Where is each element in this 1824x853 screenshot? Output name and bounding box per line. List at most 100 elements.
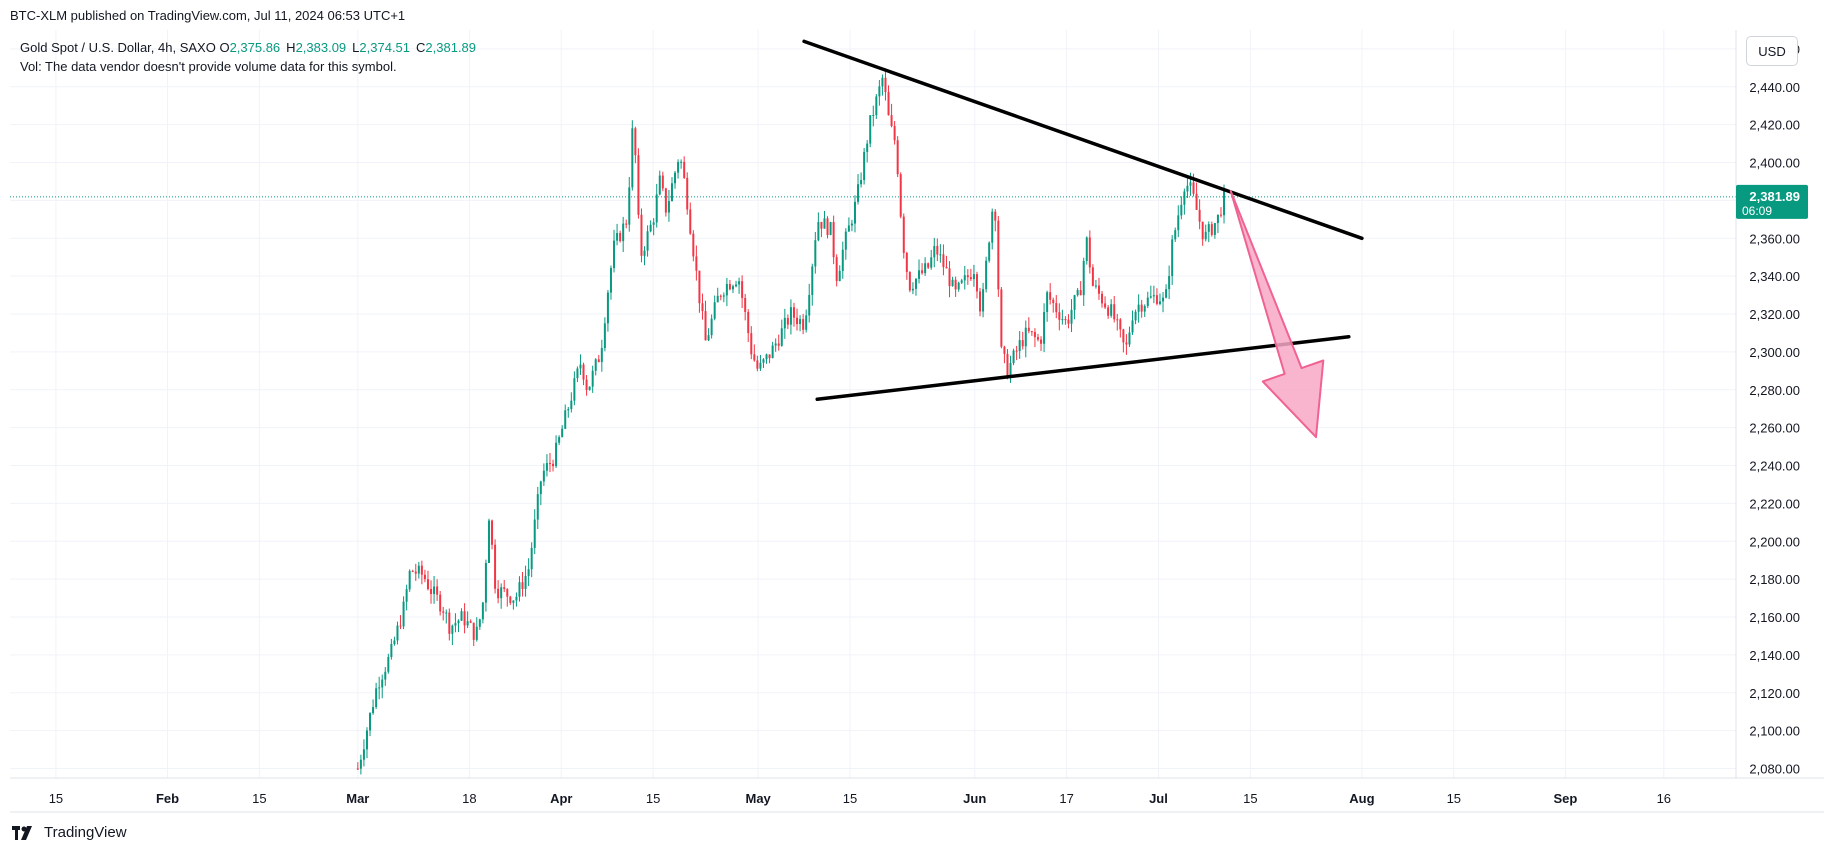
currency-button[interactable]: USD xyxy=(1746,36,1798,66)
candle-body xyxy=(1128,332,1131,345)
candle-body xyxy=(545,463,548,471)
volume-note: Vol: The data vendor doesn't provide vol… xyxy=(20,59,397,74)
candle-body xyxy=(1216,214,1219,224)
candle-body xyxy=(1134,311,1137,321)
candle-body xyxy=(719,295,722,297)
candle-body xyxy=(448,612,451,634)
candle-body xyxy=(1223,188,1226,216)
candle-body xyxy=(738,281,741,285)
candle-body xyxy=(1207,224,1210,232)
candle-body xyxy=(951,279,954,287)
candle-body xyxy=(439,594,442,612)
candle-body xyxy=(975,274,978,292)
footer-brand[interactable]: TradingView xyxy=(12,824,127,841)
candle-body xyxy=(820,221,823,229)
candle-body xyxy=(744,297,747,312)
candle-body xyxy=(878,86,881,97)
candle-body xyxy=(844,231,847,250)
candle-body xyxy=(966,275,969,278)
candle-body xyxy=(911,288,914,291)
candle-body xyxy=(777,343,780,346)
symbol-title[interactable]: Gold Spot / U.S. Dollar, 4h, SAXO xyxy=(20,40,216,55)
y-tick-label: 2,140.00 xyxy=(1749,648,1800,663)
candle-body xyxy=(472,622,475,640)
open-key: O xyxy=(219,40,230,55)
y-tick-label: 2,120.00 xyxy=(1749,686,1800,701)
candle-body xyxy=(430,588,433,595)
y-tick-label: 2,100.00 xyxy=(1749,724,1800,739)
candle-body xyxy=(460,611,463,621)
candle-body xyxy=(756,360,759,369)
candle-body xyxy=(835,257,838,282)
candle-body xyxy=(542,470,545,482)
y-tick-label: 2,300.00 xyxy=(1749,345,1800,360)
candle-body xyxy=(902,216,905,253)
candle-body xyxy=(1094,285,1097,287)
candle-body xyxy=(936,245,939,255)
candle-body xyxy=(652,222,655,225)
candle-body xyxy=(1015,350,1018,352)
candle-body xyxy=(887,92,890,116)
candle-body xyxy=(1146,297,1149,306)
x-tick-label: 18 xyxy=(462,791,476,806)
candle-body xyxy=(1006,353,1009,379)
y-tick-label: 2,220.00 xyxy=(1749,496,1800,511)
candle-body xyxy=(1101,293,1104,304)
candle-body xyxy=(1000,289,1003,347)
candle-body xyxy=(768,354,771,359)
candle-body xyxy=(1064,319,1067,321)
candle-body xyxy=(387,656,390,672)
candle-body xyxy=(445,612,448,614)
candle-body xyxy=(1070,309,1073,324)
candle-body xyxy=(369,713,372,731)
y-tick-label: 2,240.00 xyxy=(1749,459,1800,474)
x-tick-label: Mar xyxy=(346,791,369,806)
candle-body xyxy=(753,354,756,361)
candle-body xyxy=(811,266,814,295)
candle-body xyxy=(1003,346,1006,354)
candle-body xyxy=(1168,276,1171,290)
candle-body xyxy=(997,220,1000,290)
y-tick-label: 2,360.00 xyxy=(1749,231,1800,246)
bar-countdown: 06:09 xyxy=(1742,204,1772,218)
candle-body xyxy=(783,317,786,329)
candle-body xyxy=(826,218,829,236)
candle-body xyxy=(725,283,728,296)
candle-body xyxy=(908,271,911,291)
candle-body xyxy=(896,140,899,175)
candle-body xyxy=(658,175,661,195)
axes: 2,460.002,440.002,420.002,400.002,380.00… xyxy=(10,30,1824,813)
candle-body xyxy=(649,224,652,232)
candle-body xyxy=(789,307,792,325)
candle-body xyxy=(674,172,677,184)
candle-body xyxy=(933,245,936,258)
candle-body xyxy=(1143,305,1146,312)
y-tick-label: 2,440.00 xyxy=(1749,80,1800,95)
candle-body xyxy=(918,270,921,279)
candle-body xyxy=(414,571,417,574)
candle-body xyxy=(646,231,649,251)
candle-body xyxy=(762,359,765,363)
upper-trendline xyxy=(802,39,1364,241)
candle-body xyxy=(1131,320,1134,333)
x-tick-label: 15 xyxy=(1243,791,1257,806)
candle-body xyxy=(597,359,600,363)
candle-body xyxy=(1040,339,1043,344)
y-tick-label: 2,340.00 xyxy=(1749,269,1800,284)
candle-body xyxy=(1009,363,1012,379)
candle-body xyxy=(710,318,713,336)
candle-body xyxy=(832,222,835,258)
low-value: 2,374.51 xyxy=(359,40,411,55)
candle-body xyxy=(942,254,945,268)
x-tick-label: Jun xyxy=(963,791,986,806)
candle-body xyxy=(433,586,436,595)
candle-body xyxy=(872,115,875,117)
x-tick-label: Sep xyxy=(1553,791,1577,806)
lower-trendline xyxy=(815,335,1351,402)
candle-body xyxy=(552,463,555,467)
candle-body xyxy=(1140,304,1143,312)
candle-body xyxy=(701,303,704,312)
candle-body xyxy=(506,589,509,597)
candle-body xyxy=(436,586,439,595)
